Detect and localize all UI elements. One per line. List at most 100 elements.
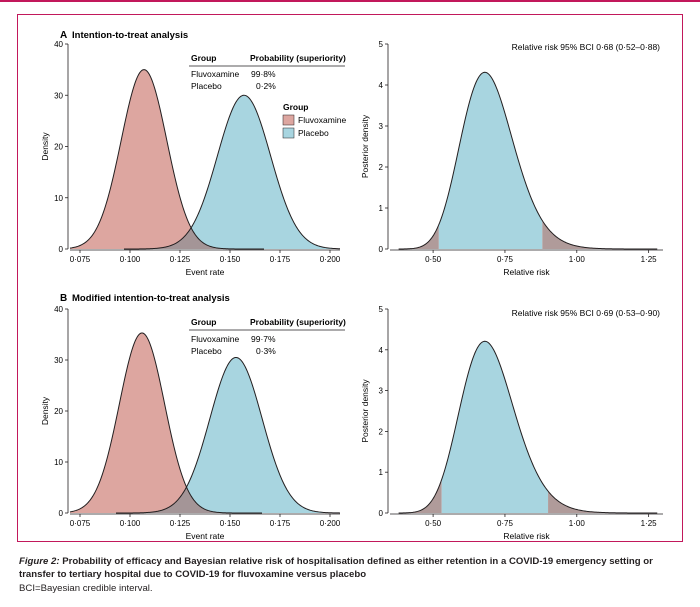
y-tick-label: 40 — [54, 305, 63, 314]
table-header-group: Group — [191, 53, 217, 63]
table-row-prob: 99·7% — [251, 334, 276, 344]
x-tick-label: 0·150 — [220, 519, 241, 528]
superiority-table-a: Group Probability (superiority) Fluvoxam… — [189, 53, 346, 91]
posterior-density-curve — [398, 340, 658, 514]
figure-frame — [17, 14, 683, 542]
y-tick-label: 0 — [379, 245, 384, 254]
y-tick-label: 20 — [54, 407, 63, 416]
table-header-probability: Probability (superiority) — [250, 317, 346, 327]
legend-swatch-placebo — [282, 127, 295, 139]
legend-title: Group — [283, 102, 309, 112]
y-tick-label: 3 — [379, 122, 384, 131]
y-tick-label: 10 — [54, 194, 63, 203]
x-axis-label: Relative risk — [503, 267, 550, 277]
y-tick-label: 2 — [379, 427, 384, 436]
x-tick-label: 0·100 — [120, 519, 141, 528]
table-header-probability: Probability (superiority) — [250, 53, 346, 63]
x-tick-label: 0·75 — [497, 519, 514, 528]
chart-b-event-rate: 0 10 20 30 40 0·075 0·100 0·125 0·150 0·175 0·200 E… — [40, 305, 341, 541]
relative-risk-label-b: Relative risk 95% BCI 0·69 (0·53–0·90) — [512, 308, 661, 318]
x-tick-label: 0·175 — [270, 519, 291, 528]
chart-b-relative-risk: 0 1 2 3 4 5 0·50 0·75 1·00 1·25 Relative risk Poste… — [360, 305, 663, 541]
y-tick-label: 0 — [59, 509, 64, 518]
y-axis-label: Density — [40, 396, 50, 425]
fluvoxamine-density-curve — [69, 332, 262, 514]
table-row-prob: 99·8% — [251, 69, 276, 79]
top-rule — [0, 0, 700, 2]
panel-a-title: Intention-to-treat analysis — [72, 30, 188, 41]
placebo-density-curve — [124, 94, 341, 250]
x-tick-label: 0·125 — [170, 255, 191, 264]
legend-label-fluvoxamine: Fluvoxamine — [298, 115, 346, 125]
y-axis-label: Posterior density — [360, 114, 370, 178]
posterior-bci-area — [441, 341, 549, 513]
x-tick-label: 0·075 — [70, 255, 91, 264]
table-row-prob: 0·2% — [256, 81, 276, 91]
legend-swatch-fluvoxamine — [282, 114, 295, 126]
y-tick-label: 30 — [54, 91, 63, 100]
x-tick-label: 0·50 — [425, 519, 442, 528]
y-tick-label: 20 — [54, 143, 63, 152]
y-tick-label: 5 — [379, 305, 384, 314]
legend-label-placebo: Placebo — [298, 128, 329, 138]
x-tick-label: 1·00 — [569, 255, 586, 264]
caption-main: Figure 2: Probability of efficacy and Ba… — [19, 555, 689, 581]
x-axis-label: Event rate — [186, 267, 225, 277]
posterior-lower-tail — [398, 479, 442, 513]
placebo-density-curve — [115, 356, 341, 514]
placebo-density-area — [124, 95, 340, 249]
table-row-group: Fluvoxamine — [191, 334, 239, 344]
y-axis-label: Posterior density — [360, 379, 370, 443]
fluvoxamine-density-area — [70, 333, 262, 513]
y-tick-label: 1 — [379, 204, 384, 213]
y-tick-label: 3 — [379, 387, 384, 396]
y-tick-label: 0 — [379, 509, 384, 518]
table-row-prob: 0·3% — [256, 346, 276, 356]
table-row-group: Placebo — [191, 81, 222, 91]
y-tick-label: 1 — [379, 468, 384, 477]
x-tick-label: 0·150 — [220, 255, 241, 264]
x-tick-label: 0·50 — [425, 255, 442, 264]
x-tick-label: 0·200 — [320, 519, 341, 528]
legend-a: Group Fluvoxamine Placebo — [282, 102, 346, 139]
caption-note: BCI=Bayesian credible interval. — [19, 583, 153, 594]
x-tick-label: 0·200 — [320, 255, 341, 264]
x-tick-label: 0·125 — [170, 519, 191, 528]
chart-a-relative-risk: 0 1 2 3 4 5 0·50 0·75 1·00 1·25 Relative risk Poste… — [360, 40, 663, 277]
posterior-lower-tail — [398, 224, 439, 249]
y-axis-label: Density — [40, 132, 50, 161]
x-tick-label: 1·25 — [641, 519, 658, 528]
x-tick-label: 0·175 — [270, 255, 291, 264]
y-tick-label: 30 — [54, 356, 63, 365]
overlap-density-area — [124, 228, 264, 249]
superiority-table-b: Group Probability (superiority) Fluvoxam… — [189, 317, 346, 356]
x-tick-label: 0·100 — [120, 255, 141, 264]
x-tick-label: 0·75 — [497, 255, 514, 264]
figure-caption: Figure 2: Probability of efficacy and Ba… — [19, 555, 689, 595]
y-tick-label: 4 — [379, 346, 384, 355]
y-tick-label: 2 — [379, 163, 384, 172]
figure-canvas: A Intention-to-treat analysis B Modified… — [40, 30, 663, 541]
y-tick-label: 40 — [54, 40, 63, 49]
x-tick-label: 0·075 — [70, 519, 91, 528]
caption-label: Figure 2: — [19, 556, 60, 567]
caption-title: Probability of efficacy and Bayesian rel… — [19, 556, 653, 580]
y-tick-label: 4 — [379, 81, 384, 90]
x-tick-label: 1·00 — [569, 519, 586, 528]
table-header-group: Group — [191, 317, 217, 327]
placebo-density-area — [116, 357, 340, 513]
overlap-density-area — [116, 487, 262, 513]
table-row-group: Fluvoxamine — [191, 69, 239, 79]
posterior-density-curve — [398, 71, 658, 250]
x-axis-label: Event rate — [186, 531, 225, 541]
table-row-group: Placebo — [191, 346, 222, 356]
y-tick-label: 10 — [54, 458, 63, 467]
panel-a-letter: A — [60, 30, 67, 41]
panel-b-letter: B — [60, 293, 67, 304]
posterior-bci-area — [438, 72, 543, 250]
posterior-upper-tail — [548, 491, 658, 513]
posterior-upper-tail — [542, 220, 658, 249]
fluvoxamine-density-curve — [69, 69, 264, 250]
panel-b-title: Modified intention-to-treat analysis — [72, 293, 230, 304]
chart-a-event-rate: 0 10 20 30 40 0·075 0·100 0·125 0·150 0·175 0·200 E… — [40, 40, 341, 277]
